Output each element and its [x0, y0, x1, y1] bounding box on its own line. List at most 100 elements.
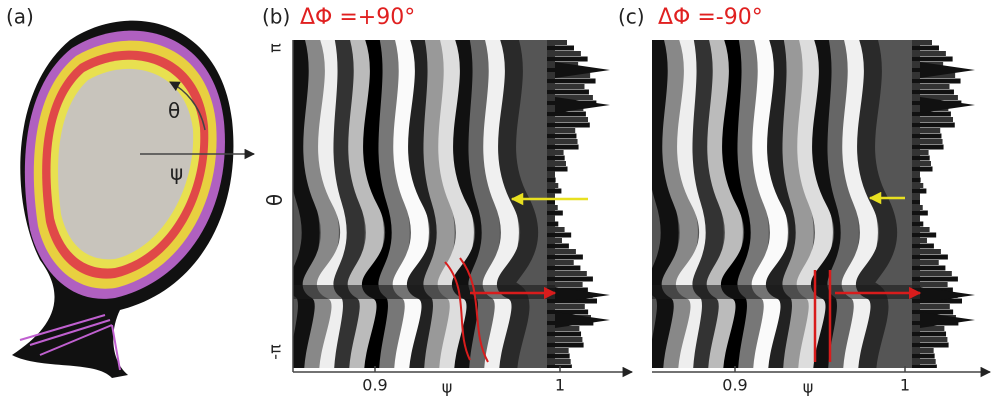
x-tick-label: 1 — [900, 376, 910, 395]
image-texture — [547, 243, 569, 249]
image-texture — [547, 210, 563, 216]
image-texture — [547, 353, 570, 359]
image-texture — [912, 95, 958, 100]
image-texture — [547, 249, 576, 254]
image-texture — [547, 56, 588, 62]
image-texture — [912, 205, 923, 210]
y-axis-top: π — [266, 43, 285, 53]
image-texture — [547, 227, 565, 232]
image-texture — [912, 161, 931, 166]
image-texture — [652, 285, 920, 299]
image-texture — [912, 254, 948, 260]
image-texture — [912, 342, 949, 348]
image-texture — [547, 84, 585, 89]
image-texture — [547, 78, 596, 84]
image-texture — [912, 128, 941, 133]
image-texture — [912, 304, 950, 309]
image-texture — [912, 172, 920, 177]
image-texture — [555, 312, 610, 328]
image-texture — [737, 40, 769, 368]
image-texture — [547, 177, 556, 183]
image-texture — [912, 210, 928, 216]
image-texture — [912, 122, 955, 128]
image-texture — [497, 40, 539, 368]
image-texture — [547, 122, 590, 128]
image-texture — [912, 271, 952, 276]
plasma-core — [58, 68, 194, 260]
image-texture — [547, 282, 583, 287]
poincare-image — [652, 40, 982, 368]
image-texture — [912, 188, 927, 194]
image-texture — [652, 40, 679, 368]
image-texture — [912, 227, 930, 232]
image-texture — [912, 51, 946, 56]
image-texture — [912, 139, 943, 144]
image-texture — [912, 40, 932, 45]
image-texture — [423, 40, 455, 368]
image-texture — [547, 265, 581, 271]
divertor-legs — [19, 314, 121, 371]
image-texture — [912, 111, 951, 117]
image-texture — [912, 348, 934, 353]
y-axis-bottom: -π — [266, 344, 285, 360]
image-texture — [920, 62, 975, 78]
image-texture — [547, 276, 593, 282]
image-texture — [912, 177, 921, 183]
image-texture — [912, 166, 933, 172]
image-texture — [547, 254, 583, 260]
image-texture — [661, 40, 698, 368]
panel-title: ΔΦ =-90° — [658, 5, 763, 30]
image-texture — [547, 95, 593, 100]
image-texture — [437, 40, 474, 368]
image-texture — [912, 331, 947, 337]
image-texture — [912, 238, 927, 243]
image-texture — [547, 89, 589, 95]
image-texture — [547, 150, 564, 155]
image-texture — [302, 40, 339, 368]
image-texture — [751, 40, 788, 368]
image-texture — [912, 260, 939, 265]
image-texture — [555, 287, 610, 303]
image-texture — [547, 133, 577, 139]
image-texture — [796, 40, 833, 368]
image-texture — [547, 128, 576, 133]
image-texture — [547, 172, 555, 177]
image-texture — [912, 265, 946, 271]
image-texture — [827, 40, 859, 368]
image-texture — [920, 312, 975, 328]
image-texture — [547, 144, 579, 150]
image-texture — [912, 364, 937, 368]
image-texture — [547, 139, 578, 144]
x-axis-label: ψ — [803, 378, 814, 397]
image-texture — [547, 205, 558, 210]
image-texture — [912, 89, 954, 95]
panel-label: (c) — [618, 5, 645, 29]
image-texture — [912, 56, 953, 62]
image-texture — [468, 40, 500, 368]
image-texture — [912, 337, 948, 342]
psi-label: ψ — [170, 161, 183, 185]
image-texture — [547, 111, 586, 117]
image-texture — [912, 150, 929, 155]
image-texture — [547, 45, 574, 51]
x-tick-label: 0.9 — [362, 376, 387, 395]
image-texture — [547, 221, 559, 227]
y-axis-label: θ — [263, 194, 287, 206]
image-texture — [912, 359, 936, 364]
panel-label: (b) — [262, 5, 290, 29]
image-texture — [912, 232, 937, 238]
image-texture — [912, 84, 950, 89]
image-texture — [547, 238, 562, 243]
image-texture — [482, 40, 519, 368]
image-texture — [856, 40, 898, 368]
image-texture — [912, 155, 930, 161]
image-texture — [378, 40, 410, 368]
image-texture — [547, 260, 574, 265]
image-texture — [547, 304, 585, 309]
image-texture — [547, 194, 555, 199]
image-texture — [912, 282, 948, 287]
panel-a: (a) θ ψ — [6, 5, 256, 379]
image-texture — [692, 40, 724, 368]
image-texture — [347, 40, 384, 368]
panel-title: ΔΦ =+90° — [300, 5, 415, 30]
